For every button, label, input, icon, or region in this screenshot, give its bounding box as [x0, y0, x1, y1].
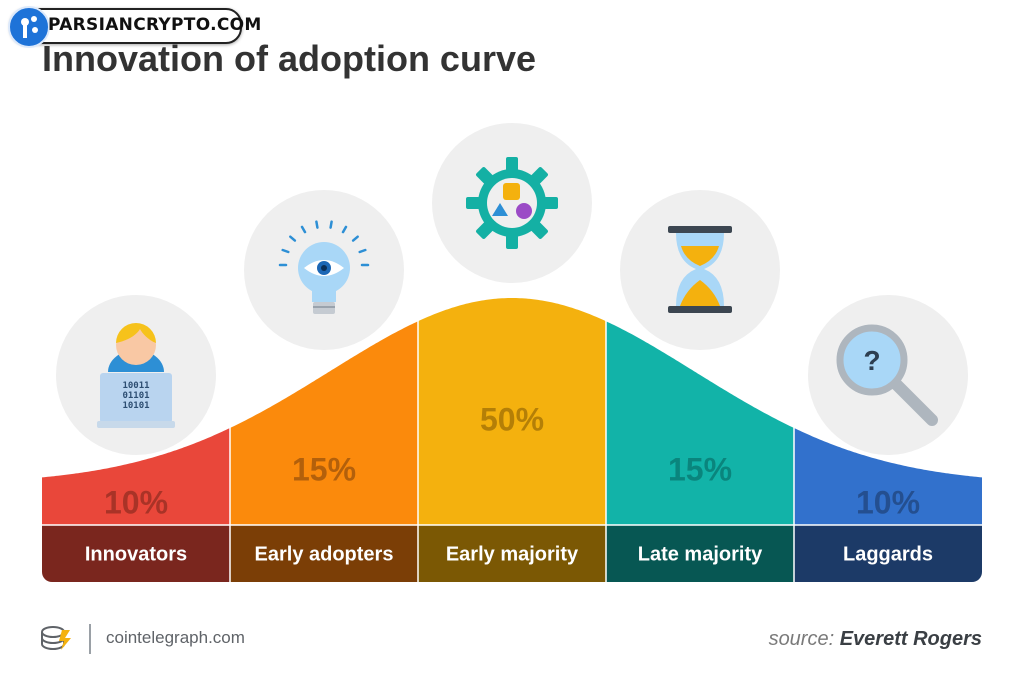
data-label-1: 15% — [292, 451, 356, 487]
data-label-3: 15% — [668, 451, 732, 487]
curve-group — [42, 298, 982, 582]
watermark-badge: PARSIANCRYPTO.COM — [8, 6, 261, 48]
curve-segment-1 — [230, 321, 418, 525]
category-label-2: Early majority — [446, 543, 579, 565]
category-label-3: Late majority — [638, 543, 763, 565]
hourglass-icon — [668, 226, 732, 313]
lightbulb-eye-icon — [278, 220, 370, 314]
footer-separator — [89, 624, 91, 654]
category-label-1: Early adopters — [255, 543, 394, 565]
category-label-0: Innovators — [85, 543, 187, 565]
cointelegraph-logo-icon — [40, 624, 74, 659]
category-band-3 — [606, 525, 794, 582]
data-label-4: 10% — [856, 484, 920, 520]
curve-segment-2 — [418, 298, 606, 525]
source-name: Everett Rogers — [839, 628, 982, 650]
category-band-2 — [418, 525, 606, 582]
curve-segment-3 — [606, 321, 794, 525]
svg-text:01101: 01101 — [122, 391, 149, 401]
watermark-logo-icon — [8, 6, 50, 48]
data-label-2: 50% — [480, 401, 544, 437]
source-prefix: source: — [768, 628, 835, 650]
magnifier-question-icon: ? — [836, 324, 938, 426]
category-label-4: Laggards — [843, 543, 933, 565]
category-band-1 — [230, 525, 418, 582]
chart-title: Innovation of adoption curve — [42, 38, 536, 79]
data-label-0: 10% — [104, 484, 168, 520]
category-band-4 — [794, 525, 982, 582]
curve-segment-4 — [794, 428, 982, 525]
curve-segment-0 — [42, 428, 230, 525]
source-credit: source: Everett Rogers — [769, 628, 982, 651]
footer-site: cointelegraph.com — [106, 628, 245, 647]
category-band-0 — [42, 525, 230, 582]
gear-shapes-icon — [466, 157, 558, 249]
watermark-text: PARSIANCRYPTO.COM — [48, 15, 262, 35]
svg-text:10011: 10011 — [122, 381, 149, 391]
svg-text:?: ? — [863, 345, 880, 376]
svg-text:10101: 10101 — [122, 401, 149, 411]
